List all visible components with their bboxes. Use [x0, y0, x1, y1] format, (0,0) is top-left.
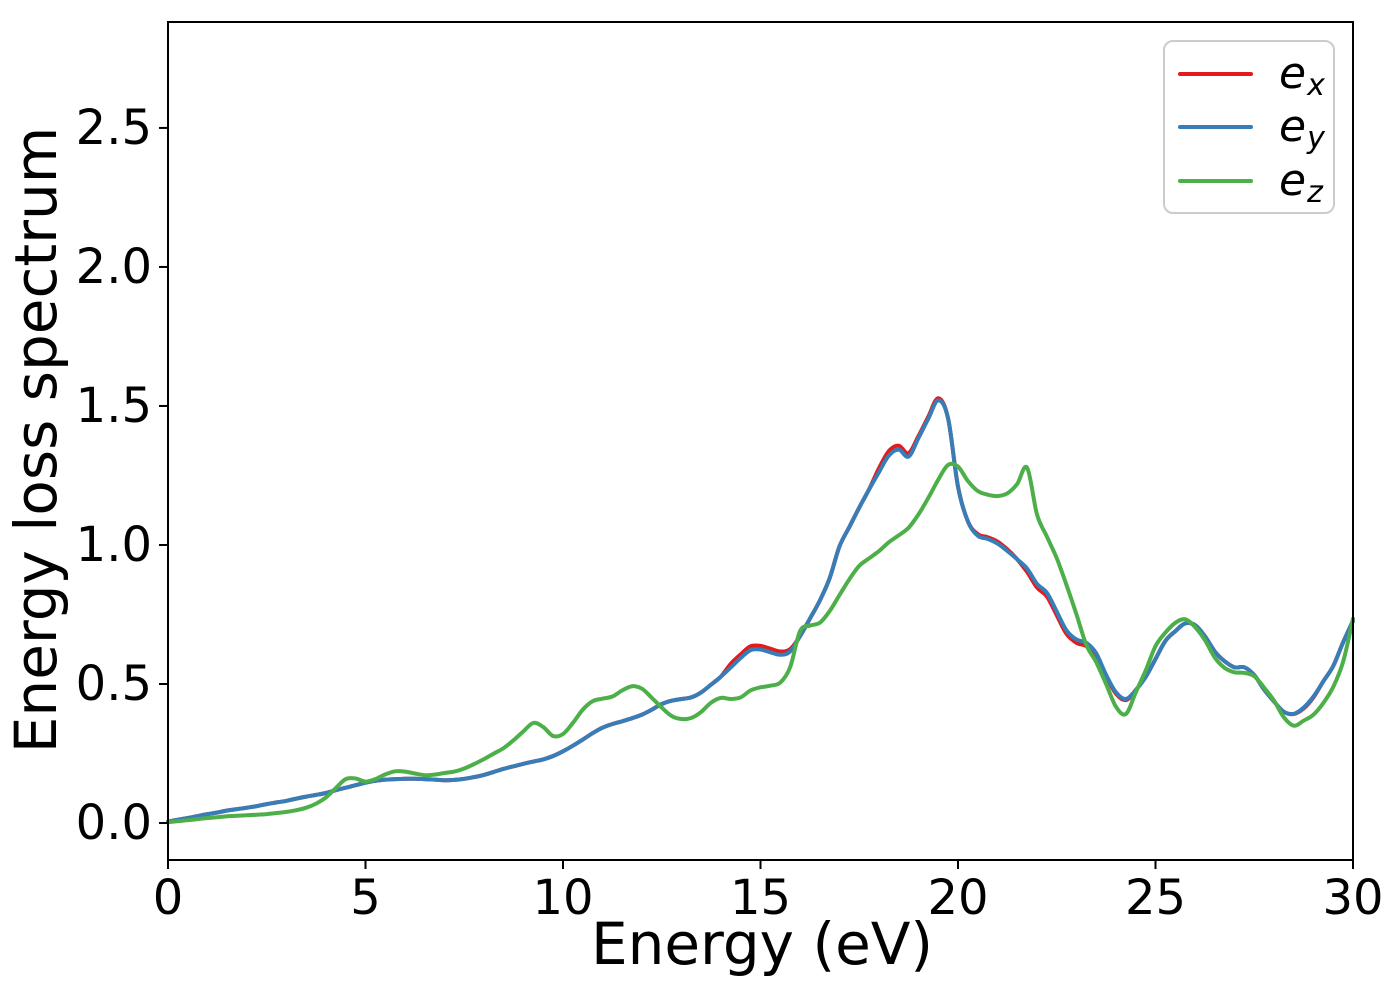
- y-tick-label: 2.5: [76, 100, 152, 156]
- y-tick-label: 1.5: [76, 378, 152, 434]
- y-tick-label: 2.0: [76, 239, 152, 295]
- legend-label-e_y: ey: [1279, 101, 1325, 156]
- legend-label-e_z: ez: [1279, 154, 1323, 210]
- x-tick-label: 5: [350, 870, 381, 926]
- legend-line-swatch-e_y: [1178, 125, 1253, 129]
- x-tick-label: 25: [1125, 870, 1186, 926]
- legend-item-e_z: ez: [1165, 154, 1333, 210]
- legend-line-swatch-e_x: [1178, 71, 1253, 76]
- legend-label-e_x: ex: [1279, 47, 1325, 103]
- series-line-e_y: [166, 398, 1355, 824]
- legend-item-e_x: ex: [1165, 47, 1333, 103]
- x-tick-label: 30: [1322, 870, 1383, 926]
- legend-item-e_y: ey: [1165, 101, 1333, 156]
- x-tick-label: 0: [153, 870, 184, 926]
- legend-line-swatch-e_z: [1178, 178, 1253, 183]
- x-tick-label: 20: [927, 870, 988, 926]
- series-line-e_z: [166, 461, 1355, 825]
- y-tick-label: 0.5: [76, 656, 152, 712]
- y-axis-label: Energy loss spectrum: [2, 126, 70, 754]
- series-line-e_x: [166, 396, 1355, 824]
- x-tick-label: 10: [532, 870, 593, 926]
- y-tick-label: 1.0: [76, 517, 152, 573]
- legend: ex ey ez: [1163, 40, 1335, 214]
- x-axis-label: Energy (eV): [590, 910, 934, 978]
- x-tick-label: 15: [730, 870, 791, 926]
- y-tick-label: 0.0: [76, 795, 152, 851]
